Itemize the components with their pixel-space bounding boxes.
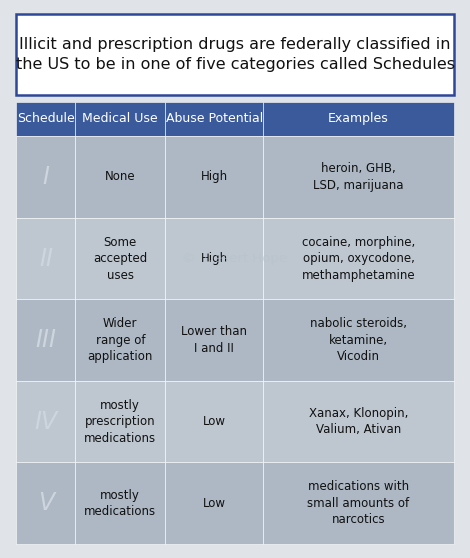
Text: V: V bbox=[38, 491, 54, 515]
FancyBboxPatch shape bbox=[76, 102, 165, 136]
Text: II: II bbox=[39, 247, 53, 271]
FancyBboxPatch shape bbox=[165, 102, 263, 136]
FancyBboxPatch shape bbox=[263, 136, 454, 218]
FancyBboxPatch shape bbox=[165, 218, 263, 299]
Text: Low: Low bbox=[203, 497, 226, 510]
FancyBboxPatch shape bbox=[263, 218, 454, 299]
FancyBboxPatch shape bbox=[16, 136, 76, 218]
FancyBboxPatch shape bbox=[165, 381, 263, 463]
FancyBboxPatch shape bbox=[16, 218, 76, 299]
Text: Wider
range of
application: Wider range of application bbox=[87, 317, 153, 363]
FancyBboxPatch shape bbox=[16, 299, 76, 381]
Text: Lower than
I and II: Lower than I and II bbox=[181, 325, 247, 355]
Text: I: I bbox=[42, 165, 49, 189]
FancyBboxPatch shape bbox=[16, 381, 76, 463]
Text: medications with
small amounts of
narcotics: medications with small amounts of narcot… bbox=[307, 480, 409, 526]
Text: Examples: Examples bbox=[328, 112, 389, 126]
Text: Abuse Potential: Abuse Potential bbox=[165, 112, 263, 126]
Text: Medical Use: Medical Use bbox=[82, 112, 158, 126]
Text: nabolic steroids,
ketamine,
Vicodin: nabolic steroids, ketamine, Vicodin bbox=[310, 317, 407, 363]
Text: ©  Desert Hope: © Desert Hope bbox=[182, 252, 288, 265]
FancyBboxPatch shape bbox=[76, 463, 165, 544]
Text: Schedule: Schedule bbox=[17, 112, 75, 126]
FancyBboxPatch shape bbox=[76, 299, 165, 381]
Text: Xanax, Klonopin,
Valium, Ativan: Xanax, Klonopin, Valium, Ativan bbox=[309, 407, 408, 436]
FancyBboxPatch shape bbox=[263, 463, 454, 544]
FancyBboxPatch shape bbox=[165, 299, 263, 381]
Text: Illicit and prescription drugs are federally classified in
the US to be in one o: Illicit and prescription drugs are feder… bbox=[16, 37, 454, 72]
FancyBboxPatch shape bbox=[263, 299, 454, 381]
Text: III: III bbox=[35, 328, 56, 352]
FancyBboxPatch shape bbox=[16, 102, 76, 136]
Text: mostly
medications: mostly medications bbox=[84, 488, 157, 518]
FancyBboxPatch shape bbox=[76, 136, 165, 218]
Text: High: High bbox=[201, 252, 228, 265]
FancyBboxPatch shape bbox=[263, 102, 454, 136]
Text: High: High bbox=[201, 170, 228, 184]
Text: mostly
prescription
medications: mostly prescription medications bbox=[84, 398, 157, 445]
FancyBboxPatch shape bbox=[165, 463, 263, 544]
Text: Low: Low bbox=[203, 415, 226, 428]
FancyBboxPatch shape bbox=[16, 14, 454, 95]
FancyBboxPatch shape bbox=[263, 381, 454, 463]
FancyBboxPatch shape bbox=[165, 136, 263, 218]
Text: heroin, GHB,
LSD, marijuana: heroin, GHB, LSD, marijuana bbox=[313, 162, 404, 192]
FancyBboxPatch shape bbox=[76, 381, 165, 463]
Text: None: None bbox=[105, 170, 135, 184]
Text: IV: IV bbox=[34, 410, 57, 434]
Text: cocaine, morphine,
opium, oxycodone,
methamphetamine: cocaine, morphine, opium, oxycodone, met… bbox=[302, 235, 415, 282]
Text: Some
accepted
uses: Some accepted uses bbox=[93, 235, 148, 282]
FancyBboxPatch shape bbox=[76, 218, 165, 299]
FancyBboxPatch shape bbox=[16, 463, 76, 544]
